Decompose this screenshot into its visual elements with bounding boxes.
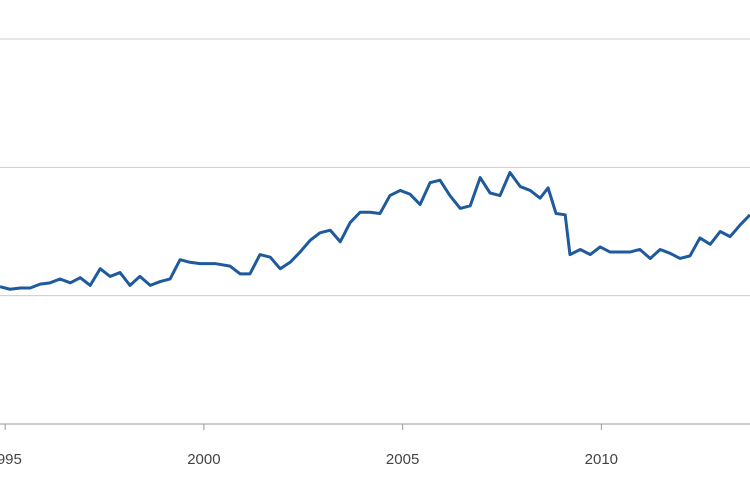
x-tick-label: 2000 xyxy=(187,451,220,468)
x-tick-label: 2005 xyxy=(386,451,419,468)
x-tick-label: 2010 xyxy=(585,451,618,468)
series-line xyxy=(0,170,750,291)
x-tick-label: 1995 xyxy=(0,451,22,468)
